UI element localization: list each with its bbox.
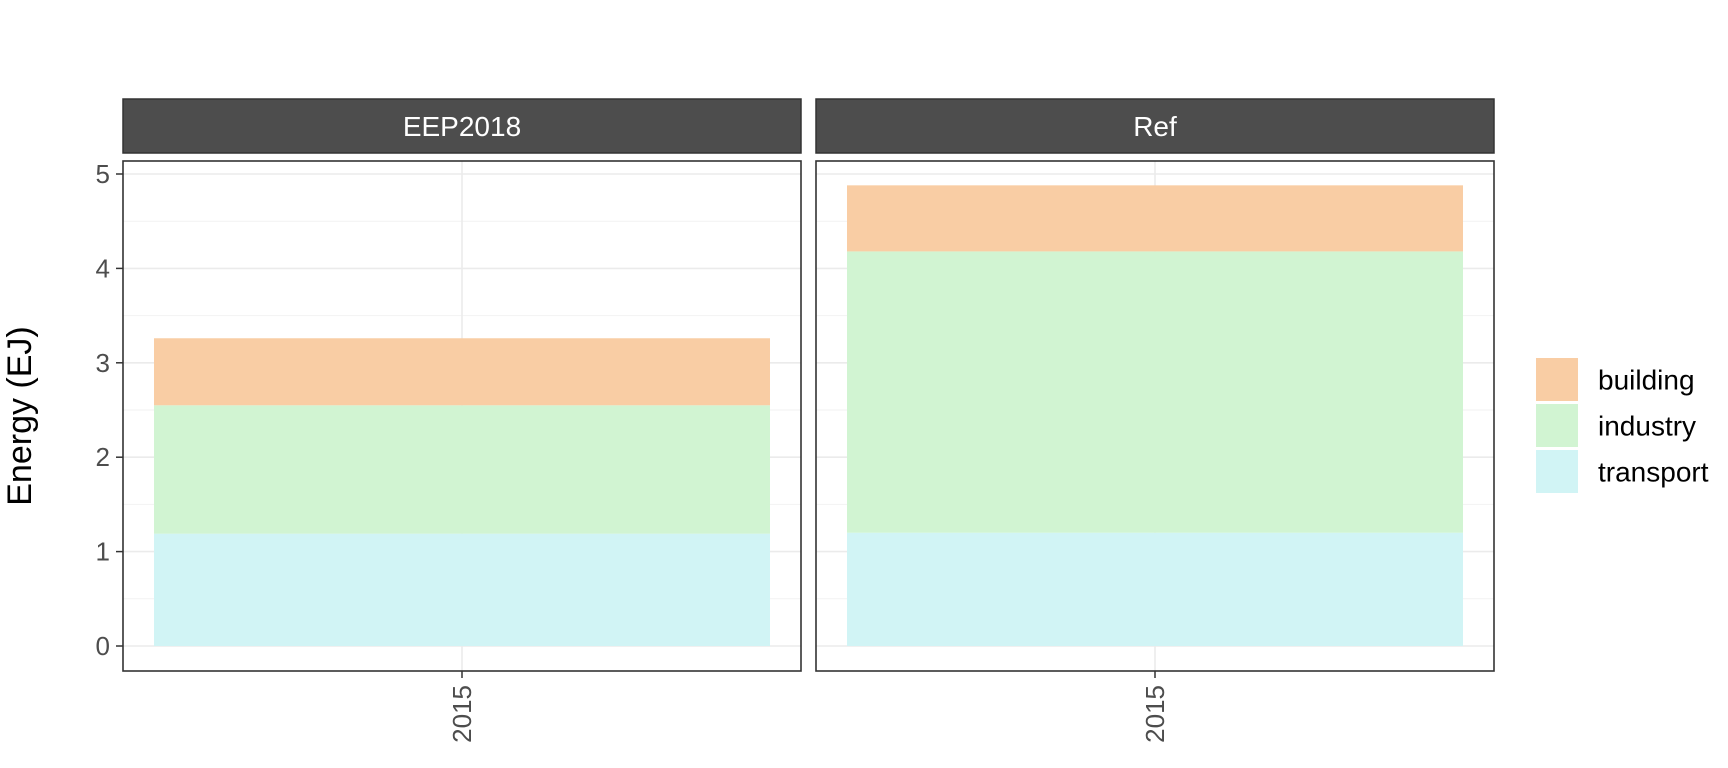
y-tick-label: 5 bbox=[96, 159, 110, 189]
legend-item-transport: transport bbox=[1536, 450, 1709, 493]
bar-segment-transport bbox=[847, 532, 1463, 646]
facet-strip-label: Ref bbox=[1133, 111, 1177, 142]
facet-strip-label: EEP2018 bbox=[403, 111, 521, 142]
facet-panels: EEP2018 2015 Ref 2015 bbox=[122, 98, 1495, 743]
legend-key-industry bbox=[1536, 404, 1578, 447]
y-axis: 0 1 2 3 4 5 bbox=[96, 159, 123, 661]
bar-segment-building bbox=[154, 338, 770, 406]
facet-strip bbox=[815, 98, 1495, 154]
legend-key-building bbox=[1536, 358, 1578, 401]
y-tick-label: 1 bbox=[96, 537, 110, 567]
legend-item-building: building bbox=[1536, 358, 1695, 401]
bar-segment-industry bbox=[847, 251, 1463, 533]
x-tick-label: 2015 bbox=[1140, 685, 1170, 743]
legend-label: transport bbox=[1598, 457, 1709, 488]
y-tick-label: 4 bbox=[96, 253, 110, 283]
bar-segment-industry bbox=[154, 405, 770, 534]
legend-label: industry bbox=[1598, 411, 1696, 442]
legend-key-transport bbox=[1536, 450, 1578, 493]
y-tick-label: 0 bbox=[96, 631, 110, 661]
facet-panel-ref: Ref 2015 bbox=[815, 98, 1495, 743]
bar-segment-building bbox=[847, 185, 1463, 252]
legend-label: building bbox=[1598, 365, 1695, 396]
legend: building industry transport bbox=[1536, 358, 1709, 493]
bar-segment-transport bbox=[154, 533, 770, 646]
y-axis-title: Energy (EJ) bbox=[1, 326, 39, 506]
panel-border bbox=[122, 160, 802, 672]
x-tick-label: 2015 bbox=[447, 685, 477, 743]
facet-strip bbox=[122, 98, 802, 154]
y-tick-label: 2 bbox=[96, 442, 110, 472]
y-tick-label: 3 bbox=[96, 348, 110, 378]
panel-border bbox=[815, 160, 1495, 672]
facet-panel-eep2018: EEP2018 2015 bbox=[122, 98, 802, 743]
legend-item-industry: industry bbox=[1536, 404, 1696, 447]
